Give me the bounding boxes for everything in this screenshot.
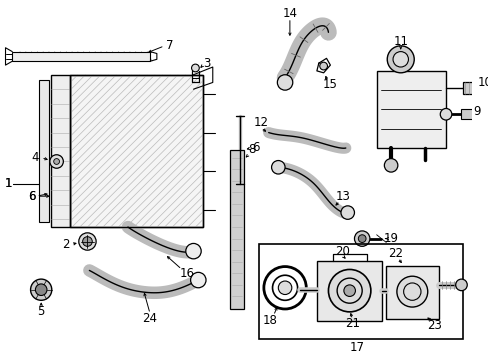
Bar	[461, 109, 472, 119]
Text: 6: 6	[28, 190, 35, 203]
Text: 9: 9	[472, 105, 480, 118]
Circle shape	[79, 233, 96, 250]
Text: 13: 13	[335, 190, 349, 203]
Text: 12: 12	[253, 116, 268, 130]
Circle shape	[384, 159, 397, 172]
Circle shape	[278, 281, 291, 294]
Circle shape	[191, 64, 199, 72]
Text: 3: 3	[203, 57, 210, 70]
Circle shape	[354, 231, 369, 246]
Bar	[39, 80, 49, 222]
Circle shape	[185, 243, 201, 259]
Text: 2: 2	[62, 238, 70, 251]
Text: 24: 24	[142, 312, 157, 325]
Text: 17: 17	[349, 341, 364, 354]
Text: 15: 15	[322, 78, 337, 91]
Text: 18: 18	[263, 314, 278, 327]
Bar	[70, 75, 203, 227]
Bar	[70, 75, 203, 227]
Text: 6: 6	[28, 190, 35, 203]
Circle shape	[319, 62, 327, 70]
Text: 5: 5	[38, 305, 45, 318]
Text: 10: 10	[476, 76, 488, 89]
Text: 8: 8	[248, 143, 255, 157]
Text: 16: 16	[179, 267, 194, 280]
Bar	[51, 75, 70, 227]
Circle shape	[340, 206, 354, 219]
Circle shape	[50, 155, 63, 168]
Bar	[259, 244, 463, 339]
Text: 20: 20	[335, 245, 349, 258]
Text: 6: 6	[252, 141, 259, 154]
Circle shape	[35, 284, 47, 296]
Text: 1: 1	[5, 177, 12, 190]
Text: 19: 19	[383, 232, 398, 245]
Text: 21: 21	[345, 317, 359, 330]
Text: 22: 22	[387, 247, 403, 260]
Circle shape	[358, 235, 366, 243]
Text: 23: 23	[426, 319, 441, 332]
Circle shape	[439, 108, 451, 120]
Circle shape	[392, 51, 407, 67]
Circle shape	[271, 161, 285, 174]
Text: 11: 11	[392, 35, 407, 49]
Text: 1: 1	[5, 177, 12, 190]
Bar	[316, 261, 382, 320]
Circle shape	[343, 285, 355, 296]
Circle shape	[455, 279, 467, 291]
Text: 4: 4	[32, 151, 39, 164]
Text: 7: 7	[165, 39, 173, 52]
Polygon shape	[12, 51, 150, 61]
Circle shape	[54, 159, 60, 165]
Circle shape	[190, 273, 205, 288]
Circle shape	[31, 279, 52, 300]
Circle shape	[386, 46, 413, 73]
Bar	[376, 71, 445, 148]
Circle shape	[82, 237, 92, 246]
Circle shape	[328, 269, 370, 312]
Bar	[463, 82, 480, 94]
Circle shape	[396, 276, 427, 307]
Circle shape	[277, 75, 292, 90]
Text: 14: 14	[282, 6, 297, 19]
Polygon shape	[230, 150, 243, 309]
Bar	[386, 266, 438, 319]
